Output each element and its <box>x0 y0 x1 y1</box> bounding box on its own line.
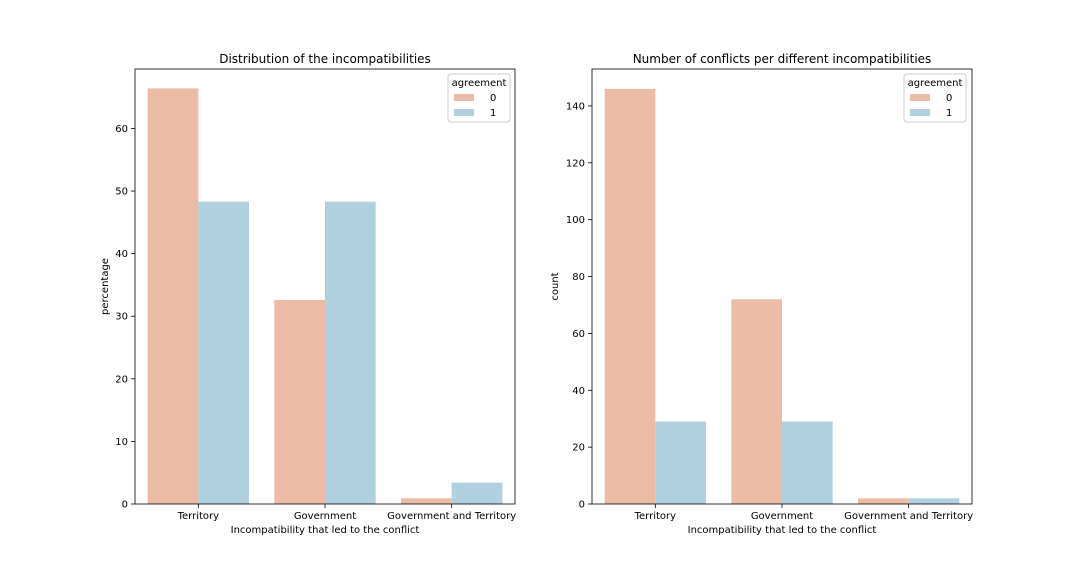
y-tick-label: 20 <box>115 374 128 385</box>
y-axis-label: count <box>550 272 561 300</box>
bar-series-0-1 <box>274 299 325 504</box>
bar-series-0-0 <box>604 88 656 504</box>
legend-swatch-0 <box>910 94 930 101</box>
y-tick-label: 50 <box>115 187 128 198</box>
legend-label-1: 1 <box>490 108 496 119</box>
y-tick-label: 100 <box>566 215 585 226</box>
x-tick-label: Government and Territory <box>844 511 973 522</box>
legend: agreement 0 1 <box>447 73 511 123</box>
x-axis-label: Incompatibility that led to the conflict <box>688 525 877 536</box>
x-tick-label: Territory <box>177 511 220 522</box>
bar-series-1-1 <box>782 421 833 504</box>
y-tick-label: 60 <box>115 124 128 135</box>
x-tick-label: Territory <box>634 511 677 522</box>
bar-series-0-2 <box>858 498 909 504</box>
bar-series-1-2 <box>451 482 503 504</box>
legend-swatch-0 <box>454 94 474 101</box>
legend-label-0: 0 <box>490 93 496 104</box>
y-tick-label: 40 <box>115 249 128 260</box>
legend-title: agreement <box>908 78 963 89</box>
legend-title: agreement <box>452 78 507 89</box>
x-axis-label: Incompatibility that led to the conflict <box>231 525 420 536</box>
bar-series-1-1 <box>325 201 376 504</box>
chart-title: Number of conflicts per different incomp… <box>633 52 932 66</box>
y-tick-label: 20 <box>572 443 585 454</box>
bar-series-0-0 <box>147 88 199 504</box>
legend-swatch-1 <box>910 109 930 116</box>
y-axis-label: percentage <box>100 258 111 315</box>
y-tick-label: 60 <box>572 329 585 340</box>
x-tick-label: Government and Territory <box>387 511 516 522</box>
y-tick-label: 10 <box>115 437 128 448</box>
bar-series-1-2 <box>908 498 960 504</box>
x-tick-label: Government <box>751 511 813 522</box>
legend-label-0: 0 <box>946 93 952 104</box>
bar-series-0-1 <box>731 299 782 504</box>
chart-count: 0 20 40 60 80 100 120 140 Territory Government Gov… <box>550 52 973 536</box>
bar-series-1-0 <box>198 201 249 504</box>
legend-label-1: 1 <box>946 108 952 119</box>
y-tick-label: 40 <box>572 386 585 397</box>
y-tick-label: 0 <box>122 500 128 511</box>
y-tick-label: 0 <box>579 500 585 511</box>
bar-series-0-2 <box>401 498 452 504</box>
chart-title: Distribution of the incompatibilities <box>219 52 431 66</box>
legend: agreement 0 1 <box>903 73 967 123</box>
y-tick-label: 140 <box>566 101 585 112</box>
legend-swatch-1 <box>454 109 474 116</box>
y-tick-label: 30 <box>115 312 128 323</box>
y-tick-label: 120 <box>566 158 585 169</box>
x-tick-label: Government <box>294 511 356 522</box>
y-tick-label: 80 <box>572 272 585 283</box>
bar-series-1-0 <box>655 421 706 504</box>
